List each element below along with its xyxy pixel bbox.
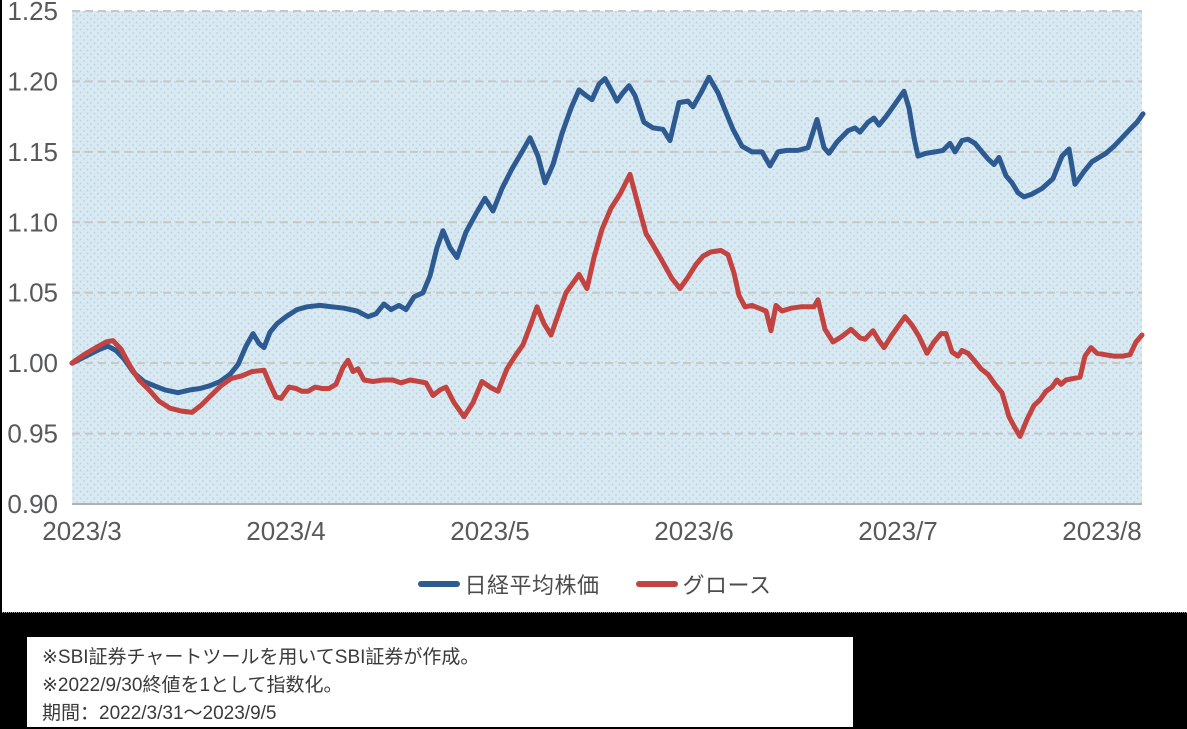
footnote-source: ※SBI証券チャートツールを用いてSBI証券が作成。 [42,647,480,668]
x-tick-label: 2023/4 [246,516,326,546]
plot-background [72,11,1142,504]
y-tick-label: 1.20 [7,66,58,96]
index-line-chart: 0.900.951.001.051.101.151.201.25 2023/3 2… [7,0,1146,546]
y-tick-label: 1.15 [7,137,58,167]
series-line-1 [69,171,1145,439]
nikkei-line-swatch-icon [417,581,460,587]
y-tick-label: 0.95 [7,419,58,449]
y-tick-label: 0.90 [7,489,58,519]
x-tick-label: 2023/8 [1062,516,1142,546]
y-axis-tick-labels: 0.90 0.95 1.00 1.05 1.10 1.15 1.20 1.25 [7,0,58,519]
footnote-period: 期間：2022/3/31～2023/9/5 [42,703,277,724]
footnote-indexing: ※2022/9/30終値を1として指数化。 [42,675,343,696]
legend-label-growth: グロース [682,573,772,598]
legend-label-nikkei: 日経平均株価 [464,573,600,598]
legend-item-nikkei: 日経平均株価 [417,568,600,600]
chart-legend: 日経平均株価 グロース [2,568,1187,600]
x-tick-label: 2023/3 [42,516,122,546]
y-tick-label: 1.05 [7,278,58,308]
legend-item-growth: グロース [635,568,772,600]
footer-band: ※SBI証券チャートツールを用いてSBI証券が作成。 ※2022/9/30終値を… [2,612,1187,729]
y-tick-label: 1.00 [7,348,58,378]
y-tick-label: 1.25 [7,0,58,26]
footnote-box: ※SBI証券チャートツールを用いてSBI証券が作成。 ※2022/9/30終値を… [27,637,853,727]
x-tick-label: 2023/7 [858,516,938,546]
series-line-0 [69,74,1146,396]
x-axis-tick-labels: 2023/3 2023/4 2023/5 2023/6 2023/7 2023/8 [42,516,1142,546]
growth-line-swatch-icon [635,581,678,587]
x-tick-label: 2023/6 [654,516,734,546]
y-tick-label: 1.10 [7,207,58,237]
series-lines [69,74,1146,439]
x-tick-label: 2023/5 [450,516,530,546]
